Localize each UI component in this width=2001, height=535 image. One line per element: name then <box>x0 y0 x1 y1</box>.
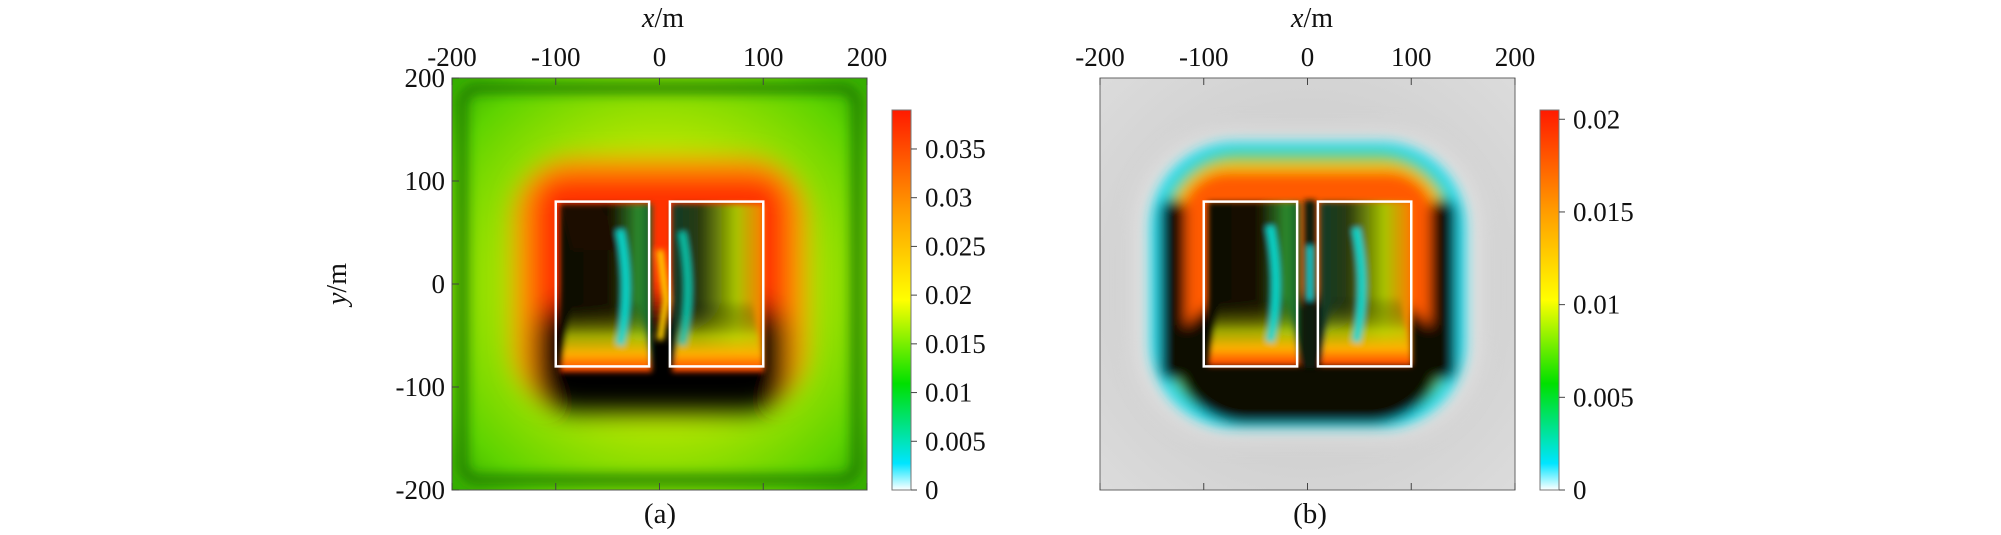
panel-b-outline-rect <box>1202 200 1299 368</box>
panel-a-ytick-label: -100 <box>396 372 446 402</box>
panel-a-ticks: -200 -100 0 100 200 200 100 0 -100 -200 <box>396 42 888 505</box>
panel-a-outline-rect <box>668 200 765 368</box>
panel-b-colorbar-tick-label: 0 <box>1573 475 1587 505</box>
panel-b-colorbar-tick-label: 0.015 <box>1573 197 1634 227</box>
panel-a-rectangles <box>554 200 765 368</box>
panel-b-colorbar-tick-label: 0.02 <box>1573 104 1620 134</box>
panel-a-ytick-label: -200 <box>396 475 446 505</box>
panel-a-outline-rect <box>554 200 651 368</box>
panel-a-ylabel-var: y <box>322 292 353 308</box>
panel-b-xtick-label: -100 <box>1179 42 1229 72</box>
panel-a-xtick-label: -100 <box>531 42 581 72</box>
panel-b-xtick-label: 0 <box>1301 42 1315 72</box>
panel-b-xlabel: x/m <box>1290 3 1333 34</box>
panel-a-xtick-label: 100 <box>743 42 784 72</box>
panel-a-colorbar-tick-label: 0.035 <box>925 134 986 164</box>
panel-b-colorbar-tick-label: 0.005 <box>1573 382 1634 412</box>
panel-a-colorbar-tick-label: 0.025 <box>925 231 986 261</box>
panel-a-ytick-label: 200 <box>405 63 446 93</box>
panel-a-xtick-label: 0 <box>653 42 667 72</box>
panel-b-rectangles <box>1202 200 1413 368</box>
panel-b-xtick-label: -200 <box>1075 42 1125 72</box>
panel-a-label: (a) <box>644 498 676 530</box>
panel-a-xlabel-unit: /m <box>654 3 684 34</box>
panel-b: -200 -100 0 100 200 x/m (b) 0.020.0150.010.0… <box>1075 3 1634 530</box>
panel-a-ytick-label: 0 <box>432 269 446 299</box>
panel-b-heatmap <box>1100 78 1515 490</box>
panel-a-colorbar-tick-label: 0.01 <box>925 378 972 408</box>
panel-a-colorbar-bar <box>891 109 912 491</box>
panel-b-colorbar-ticks: 0.02 0.015 0.01 0.005 0 <box>1559 104 1634 505</box>
panel-b-xtick-label: 200 <box>1495 42 1536 72</box>
panel-a-colorbar-tick-label: 0.03 <box>925 183 972 213</box>
panel-a-colorbar-tick-label: 0.005 <box>925 426 986 456</box>
panel-a-ytick-label: 100 <box>405 166 446 196</box>
panel-b-ticks: -200 -100 0 100 200 <box>1075 42 1535 490</box>
panel-a-colorbar-ticks: 0.035 0.03 0.025 0.02 0.015 0.01 0.005 0 <box>911 134 986 505</box>
panel-b-xlabel-var: x <box>1290 3 1304 34</box>
panel-a-xtick-label: -200 <box>427 42 477 72</box>
panel-a: -200 -100 0 100 200 200 100 0 -100 -200 x/m y/m (… <box>322 3 986 530</box>
panel-b-colorbar-tick-label: 0.01 <box>1573 290 1620 320</box>
panel-b-outline-rect <box>1316 200 1413 368</box>
panel-a-heatmap <box>452 78 867 490</box>
panel-b-xlabel-unit: /m <box>1303 3 1333 34</box>
panel-b-xtick-label: 100 <box>1391 42 1432 72</box>
panel-a-colorbar-tick-label: 0.015 <box>925 329 986 359</box>
panel-b-label: (b) <box>1293 498 1327 530</box>
panel-a-colorbar-tick-label: 0.02 <box>925 280 972 310</box>
panel-a-xtick-label: 200 <box>847 42 888 72</box>
panel-a-colorbar-tick-label: 0 <box>925 475 939 505</box>
panel-a-xlabel-var: x <box>641 3 655 34</box>
panel-b-colorbar: 0.02 0.015 0.01 0.005 0 <box>1539 104 1634 505</box>
panel-a-colorbar: 0.035 0.03 0.025 0.02 0.015 0.01 0.005 0 <box>891 109 986 505</box>
panel-a-ylabel: y/m <box>322 263 353 308</box>
panel-a-xlabel: x/m <box>641 3 684 34</box>
panel-b-colorbar-bar <box>1539 109 1560 491</box>
panel-a-ylabel-unit: /m <box>322 263 353 293</box>
